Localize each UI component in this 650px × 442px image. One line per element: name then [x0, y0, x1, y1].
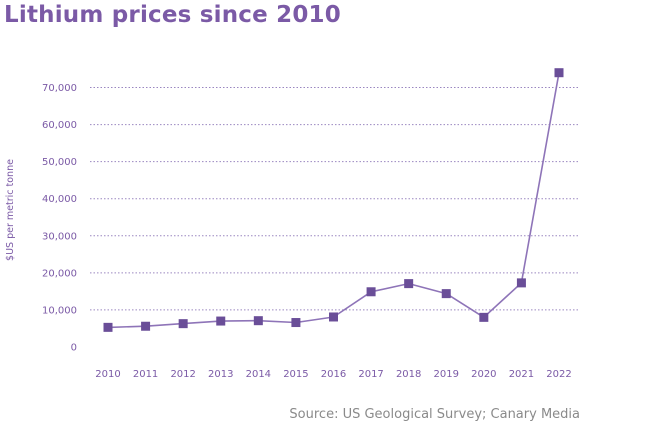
x-tick-label: 2012: [170, 369, 195, 380]
x-tick-label: 2019: [434, 369, 459, 380]
y-tick-label: 40,000: [42, 194, 77, 205]
y-axis-ticks: 0 10,000 20,000 30,000 40,000 50,000 60,000 70,…: [42, 83, 77, 353]
x-tick-label: 2011: [133, 369, 158, 380]
x-tick-label: 2017: [358, 369, 383, 380]
line-chart: 0 10,000 20,000 30,000 40,000 50,000 60,000 70,…: [5, 68, 578, 380]
y-tick-label: 70,000: [42, 83, 77, 94]
y-axis-label: $US per metric tonne: [5, 159, 16, 261]
series-markers: [103, 68, 564, 332]
x-tick-label: 2016: [321, 369, 346, 380]
x-tick-label: 2015: [283, 369, 308, 380]
x-tick-label: 2013: [208, 369, 233, 380]
data-point-marker: [516, 278, 526, 288]
series-line: [107, 72, 560, 329]
data-point-marker: [216, 316, 226, 326]
data-point-marker: [441, 289, 451, 299]
x-tick-label: 2021: [509, 369, 534, 380]
y-tick-label: 60,000: [42, 120, 77, 131]
data-point-marker: [329, 312, 338, 322]
y-tick-label: 20,000: [42, 268, 77, 279]
x-tick-label: 2014: [246, 369, 271, 380]
data-point-marker: [479, 312, 489, 322]
data-point-marker: [141, 321, 151, 331]
y-tick-label: 50,000: [42, 157, 77, 168]
y-tick-label: 30,000: [42, 231, 77, 242]
x-tick-label: 2018: [396, 369, 421, 380]
series-line-group: [107, 72, 560, 329]
data-point-marker: [178, 319, 188, 329]
data-point-marker: [103, 322, 113, 332]
source-note: Source: US Geological Survey; Canary Med…: [289, 407, 580, 422]
x-axis-ticks: 2010 2011 2012 2013 2014 2015 2016 2017 2018 2019…: [95, 369, 571, 380]
gridlines: [90, 87, 578, 311]
data-point-marker: [366, 287, 376, 297]
data-point-marker: [404, 279, 414, 289]
x-tick-label: 2010: [95, 369, 120, 380]
y-tick-label: 0: [71, 343, 77, 354]
x-tick-label: 2020: [471, 369, 496, 380]
data-point-marker: [291, 318, 301, 328]
y-tick-label: 10,000: [42, 305, 77, 316]
chart-title: Lithium prices since 2010: [4, 2, 341, 28]
data-point-marker: [253, 316, 263, 326]
data-point-marker: [554, 68, 564, 78]
x-tick-label: 2022: [546, 369, 571, 380]
